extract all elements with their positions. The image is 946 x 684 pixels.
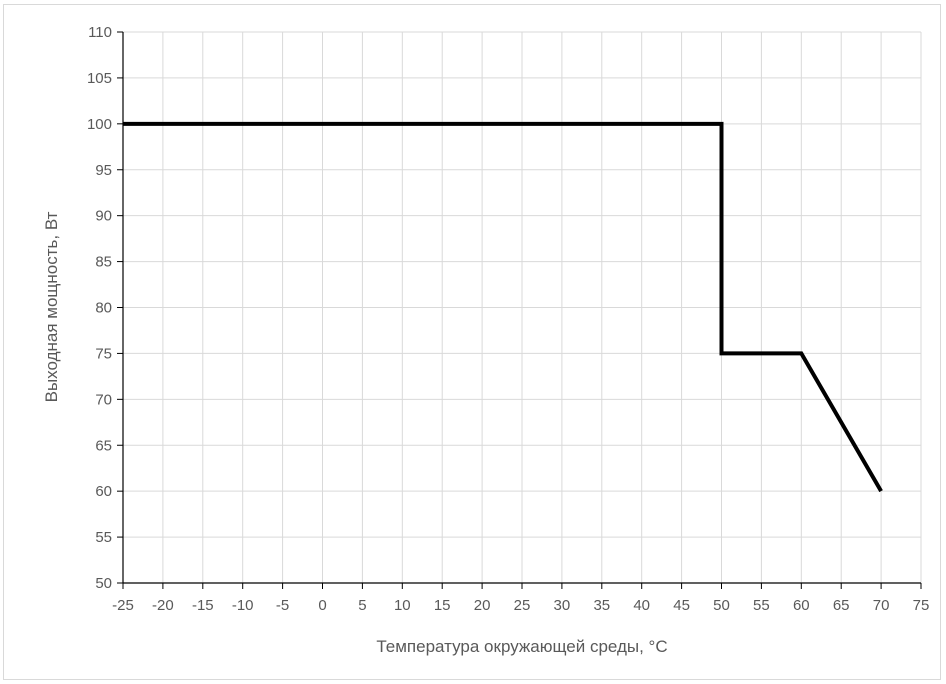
- x-tick-label: 10: [394, 597, 411, 614]
- x-tick-label: 20: [474, 597, 491, 614]
- y-tick-label: 90: [95, 208, 112, 225]
- y-tick-label: 110: [88, 24, 112, 41]
- x-tick-label: 50: [713, 597, 730, 614]
- x-tick-label: -5: [276, 597, 289, 614]
- y-tick-label: 105: [87, 70, 112, 87]
- x-tick-label: 70: [873, 597, 890, 614]
- x-tick-label: 5: [358, 597, 366, 614]
- grid: [123, 31, 922, 583]
- y-tick-label: 80: [95, 300, 112, 317]
- x-tick-label: 55: [753, 597, 770, 614]
- x-tick-label: 35: [593, 597, 610, 614]
- x-tick-label: 15: [434, 597, 451, 614]
- x-tick-label: 45: [673, 597, 690, 614]
- axes: [117, 31, 922, 589]
- x-tick-label: -20: [152, 597, 174, 614]
- y-tick-label: 70: [95, 391, 112, 408]
- y-tick-label: 85: [95, 254, 112, 271]
- x-tick-label: 65: [833, 597, 850, 614]
- chart-frame: [3, 4, 941, 680]
- x-tick-label: -25: [112, 597, 134, 614]
- x-tick-label: 0: [318, 597, 326, 614]
- x-tick-label: -10: [232, 597, 254, 614]
- tick-labels: -25 -20 -15 -10 -5 0 5 10 15 20 25 30 35 40 45 50 55 60 65…: [87, 24, 929, 614]
- x-tick-label: 75: [913, 597, 930, 614]
- x-tick-label: 25: [514, 597, 531, 614]
- x-tick-label: 60: [793, 597, 810, 614]
- x-tick-label: 40: [633, 597, 650, 614]
- x-tick-label: -15: [192, 597, 214, 614]
- y-tick-label: 100: [87, 116, 112, 133]
- y-tick-label: 55: [95, 529, 112, 546]
- y-tick-label: 60: [95, 483, 112, 500]
- y-tick-label: 95: [95, 162, 112, 179]
- y-axis-title: Выходная мощность, Вт: [42, 211, 61, 402]
- y-tick-label: 50: [95, 575, 112, 592]
- y-tick-label: 65: [95, 437, 112, 454]
- y-tick-label: 75: [95, 345, 112, 362]
- series-layer: [123, 121, 883, 493]
- x-tick-label: 30: [554, 597, 571, 614]
- x-axis-title: Температура окружающей среды, °C: [376, 637, 667, 656]
- series-line-0: [123, 121, 883, 493]
